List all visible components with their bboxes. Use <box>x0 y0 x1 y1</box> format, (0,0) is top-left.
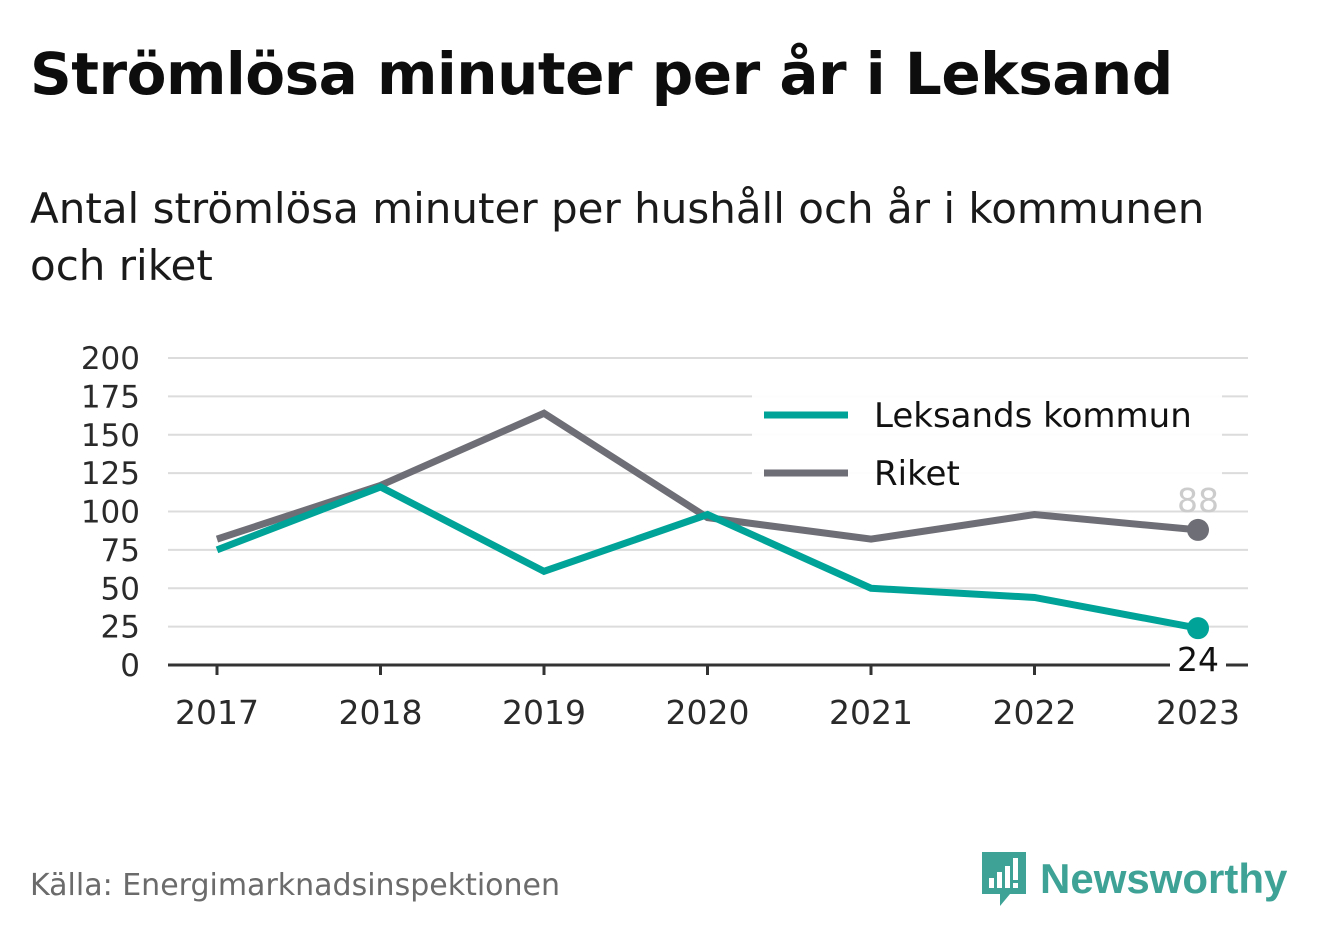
y-tick-label: 0 <box>120 648 140 684</box>
end-value-label: 24 <box>1177 640 1219 679</box>
x-tick-label: 2022 <box>993 693 1077 732</box>
y-tick-label: 125 <box>81 456 140 492</box>
legend-label: Riket <box>874 454 960 494</box>
brand-name: Newsworthy <box>1040 855 1288 902</box>
legend: Leksands kommun Riket <box>752 392 1222 502</box>
legend-background <box>752 392 1222 502</box>
x-tick-label: 2019 <box>502 693 586 732</box>
source-note: Källa: Energimarknadsinspektionen <box>30 868 561 903</box>
x-tick-label: 2020 <box>666 693 750 732</box>
newsworthy-logo-icon <box>982 852 1026 906</box>
legend-label: Leksands kommun <box>874 396 1192 436</box>
y-tick-label: 100 <box>81 495 140 531</box>
x-tick-label: 2021 <box>829 693 913 732</box>
chart-title: Strömlösa minuter per år i Leksand <box>30 40 1173 108</box>
series-lines <box>215 409 1209 640</box>
end-labels: 24 88 <box>1170 481 1226 680</box>
series-line <box>215 483 1199 632</box>
y-tick-label: 200 <box>81 341 140 377</box>
series-end-point <box>1187 518 1209 541</box>
x-tick-label: 2023 <box>1156 693 1240 732</box>
x-tick-label: 2018 <box>339 693 423 732</box>
x-tick-label: 2017 <box>175 693 259 732</box>
chart-subtitle: Antal strömlösa minuter per hushåll och … <box>30 184 1205 290</box>
y-tick-label: 50 <box>101 571 140 607</box>
y-tick-label: 75 <box>101 533 140 569</box>
end-label-background <box>1170 641 1226 680</box>
end-value-label: 88 <box>1177 481 1219 520</box>
y-tick-label: 175 <box>81 379 140 415</box>
y-tick-label: 25 <box>101 610 140 646</box>
y-tick-label: 150 <box>81 418 140 454</box>
series-end-point <box>1187 617 1209 640</box>
brand-logo[interactable]: Newsworthy <box>980 850 1287 908</box>
